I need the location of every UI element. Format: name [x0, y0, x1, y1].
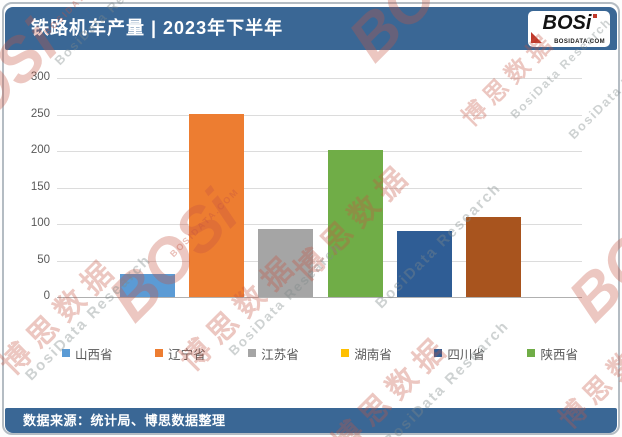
legend-item-山西省: 山西省 — [62, 344, 113, 363]
bar-辽宁省 — [189, 114, 244, 297]
legend-label: 山西省 — [75, 347, 113, 362]
bosi-logo-i-dot — [593, 14, 597, 18]
bar-江苏省 — [258, 229, 313, 297]
legend-swatch-icon — [155, 349, 164, 357]
legend-swatch-icon — [62, 349, 70, 357]
y-tick-label-300: 300 — [30, 71, 50, 83]
legend-item-辽宁省: 辽宁省 — [155, 344, 206, 363]
legend-item-江苏省: 江苏省 — [248, 344, 299, 363]
legend-label: 陕西省 — [540, 347, 578, 362]
legend-label: 四川省 — [447, 347, 485, 362]
gridline-y-50 — [57, 260, 582, 262]
y-tick-label-100: 100 — [30, 217, 50, 229]
y-tick-label-50: 50 — [37, 253, 50, 266]
source-bar: 数据来源：统计局、博思数据整理 — [5, 408, 617, 433]
gridline-y-250 — [57, 114, 582, 116]
bosi-logo-triangle-icon — [531, 32, 542, 43]
legend: 山西省 辽宁省 江苏省 湖南省 四川省 陕西省 — [62, 344, 578, 362]
y-tick-label-0: 0 — [43, 290, 50, 302]
legend-item-四川省: 四川省 — [434, 344, 485, 363]
data-source-text: 数据来源：统计局、博思数据整理 — [23, 413, 226, 428]
legend-item-湖南省: 湖南省 — [341, 344, 392, 363]
legend-label: 江苏省 — [261, 347, 299, 362]
page-title: 铁路机车产量 | 2023年下半年 — [31, 18, 284, 38]
bar-四川省 — [397, 231, 452, 297]
bosi-logo: BOSi BOSIDATA.COM — [528, 11, 610, 47]
legend-label: 湖南省 — [354, 347, 392, 362]
bar-湖南省 — [328, 150, 383, 297]
gridline-y-100 — [57, 224, 582, 225]
legend-swatch-icon — [248, 349, 257, 357]
gridline-y-200 — [57, 151, 582, 152]
legend-swatch-icon — [527, 349, 536, 357]
legend-item-陕西省: 陕西省 — [527, 344, 578, 363]
legend-swatch-icon — [434, 349, 443, 357]
legend-label: 辽宁省 — [168, 347, 206, 362]
bosi-logo-site: BOSIDATA.COM — [554, 39, 605, 45]
title-bar: 铁路机车产量 | 2023年下半年 BOSi BOSIDATA.COM — [5, 7, 617, 50]
y-tick-label-150: 150 — [30, 180, 50, 193]
gridline-y-150 — [57, 187, 582, 189]
bosi-logo-text: BOSi — [542, 12, 592, 34]
y-tick-label-200: 200 — [30, 144, 50, 156]
y-tick-label-250: 250 — [30, 107, 50, 120]
x-axis-line — [57, 297, 582, 298]
gridline-y-300 — [57, 78, 582, 79]
bar-山西省 — [120, 274, 175, 297]
bar-陕西省 — [466, 217, 521, 297]
legend-swatch-icon — [341, 349, 350, 357]
